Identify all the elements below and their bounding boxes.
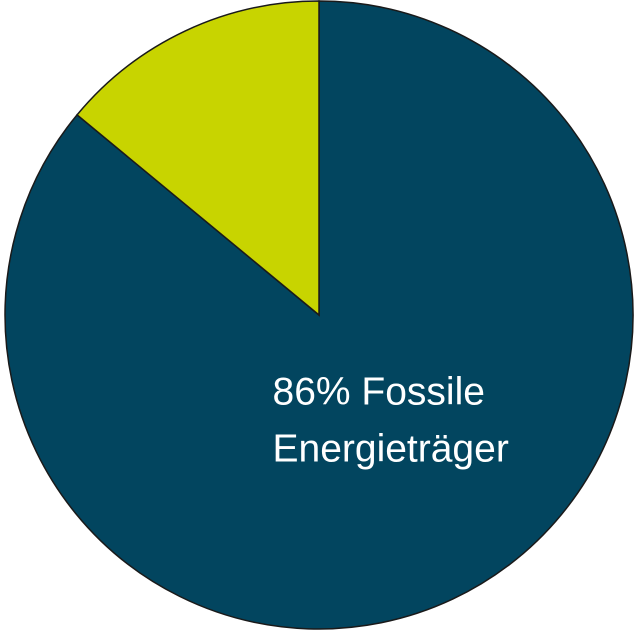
- slice-label-line: 86% Fossile: [273, 371, 485, 414]
- slice-label-0: 86% Fossile Energieträger: [273, 371, 509, 471]
- slice-label-line: Energieträger: [273, 428, 509, 471]
- pie-slices: [4, 0, 634, 630]
- pie-slice-1: [76, 0, 320, 317]
- pie-labels: 86% Fossile Energieträger: [273, 371, 509, 471]
